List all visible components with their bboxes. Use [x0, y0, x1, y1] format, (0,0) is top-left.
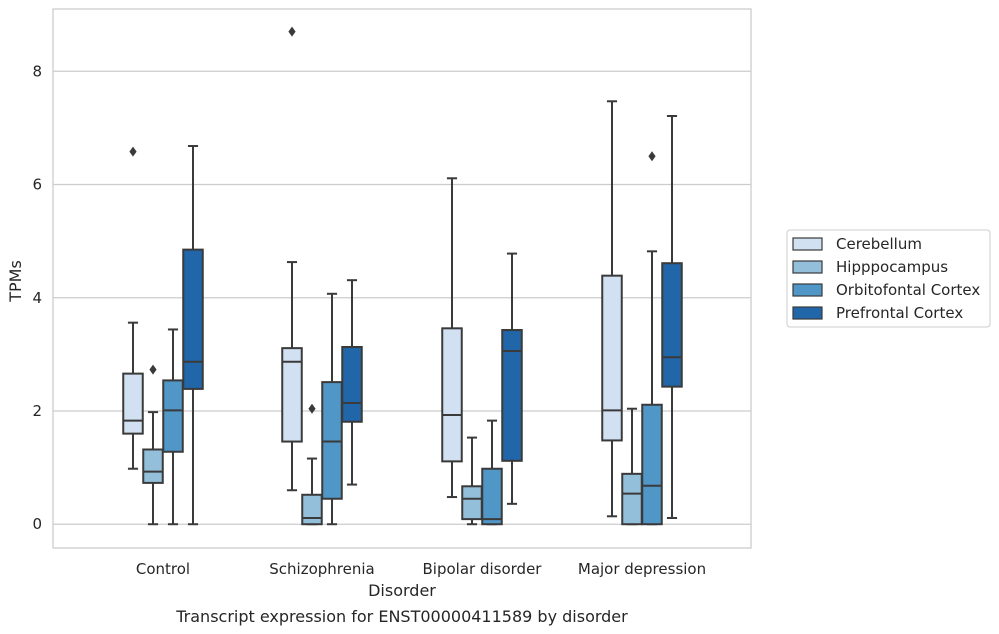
plot-background [53, 9, 751, 548]
box-iqr [461, 485, 483, 521]
box-group [281, 26, 303, 492]
box-group [501, 252, 523, 505]
legend-frame [786, 229, 991, 328]
box-iqr [481, 467, 503, 526]
box-group [301, 403, 323, 526]
legend-label: Cerebellum [836, 235, 922, 253]
y-tick-label: 2 [32, 402, 42, 420]
y-tick-label: 6 [32, 176, 42, 194]
box-iqr [281, 347, 303, 443]
legend-label: Prefrontal Cortex [836, 304, 963, 322]
box-group [162, 328, 184, 526]
y-tick-label: 0 [32, 515, 42, 533]
legend: Cerebellum Hipppocampus Orbitofontal Corte… [786, 229, 991, 328]
box-group [661, 115, 683, 519]
x-tick-label: Control [136, 560, 190, 578]
box-group [182, 145, 204, 526]
box-iqr [162, 379, 184, 453]
outlier-point [288, 26, 296, 37]
legend-swatch [792, 306, 823, 320]
box-iqr [341, 346, 363, 423]
box-iqr [601, 274, 623, 442]
box-group [441, 177, 463, 499]
y-tick-labels: 0 2 4 6 8 [32, 62, 42, 533]
box-iqr [321, 381, 343, 500]
legend-swatch [792, 237, 823, 251]
legend-label: Orbitofontal Cortex [836, 281, 980, 299]
plot-frame [52, 8, 752, 549]
box-group [321, 292, 343, 526]
y-tick-label: 4 [32, 289, 42, 307]
box-group [461, 436, 483, 526]
box-iqr [301, 493, 323, 526]
legend-swatch [792, 260, 823, 274]
box-iqr [122, 372, 144, 435]
x-axis-label: Disorder [368, 581, 436, 600]
y-tick-label: 8 [32, 62, 42, 80]
outlier-point [149, 364, 157, 375]
box-group [481, 419, 503, 526]
box-iqr [142, 448, 164, 484]
x-tick-label: Major depression [578, 560, 706, 578]
box-group [621, 407, 643, 526]
legend-items: Cerebellum Hipppocampus Orbitofontal Corte… [792, 235, 980, 322]
legend-label: Hipppocampus [836, 258, 948, 276]
x-tick-labels: Control Schizophrenia Bipolar disorder Majo… [136, 560, 706, 578]
box-group [341, 279, 363, 486]
outlier-point [129, 146, 137, 157]
chart-caption: Transcript expression for ENST0000041158… [175, 607, 628, 626]
box-iqr [501, 329, 523, 462]
box-group [641, 151, 663, 526]
box-iqr [441, 327, 463, 463]
legend-swatch [792, 283, 823, 297]
box-group [122, 146, 144, 470]
outlier-point [648, 151, 656, 162]
outlier-point [308, 403, 316, 414]
box-group [142, 364, 164, 526]
box-group [601, 100, 623, 518]
box-iqr [661, 262, 683, 388]
x-tick-label: Schizophrenia [269, 560, 374, 578]
box-iqr [621, 472, 643, 526]
box-series-layer [122, 26, 683, 526]
x-tick-label: Bipolar disorder [423, 560, 543, 578]
box-iqr [182, 248, 204, 390]
y-axis-label: TPMs [6, 260, 25, 303]
box-iqr [641, 403, 663, 526]
